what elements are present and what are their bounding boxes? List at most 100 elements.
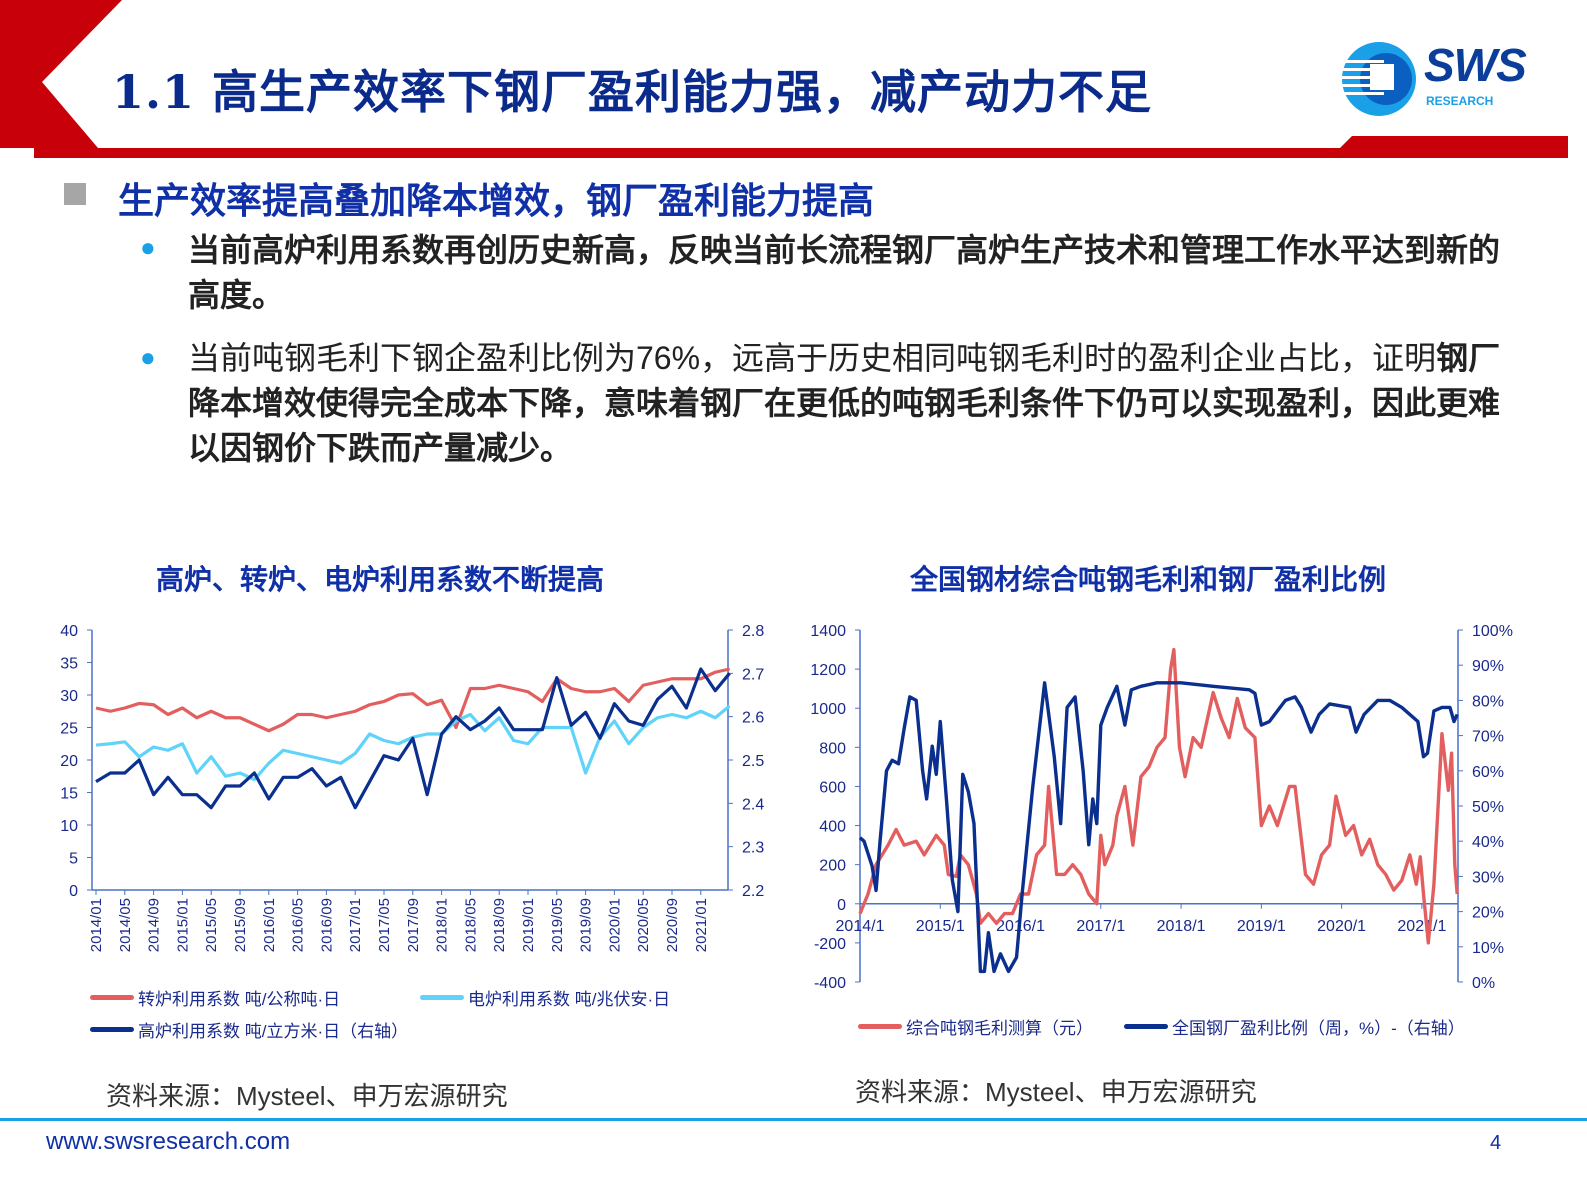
y-tick-label: 35	[60, 656, 78, 673]
x-tick-label: 2014/01	[88, 898, 105, 952]
x-tick-label: 2014/1	[836, 918, 885, 935]
legend-label: 转炉利用系数 吨/公称吨·日	[138, 990, 341, 1009]
y2-tick-label: 100%	[1472, 623, 1513, 640]
bullet-2-text-plain: 当前吨钢毛利下钢企盈利比例为76%，远高于历史相同吨钢毛利时的盈利企业占比，证明	[188, 340, 1437, 376]
y2-tick-label: 2.4	[742, 796, 764, 813]
y-tick-label: -200	[814, 936, 846, 953]
bullet-2-text-bold: 钢厂降本增效使得完全成本下降，意味着钢厂在更低的吨钢毛利条件下仍可以实现盈利，因…	[188, 340, 1501, 466]
y2-tick-label: 30%	[1472, 869, 1504, 886]
legend-swatch	[858, 1024, 902, 1029]
legend-item-ratio: 全国钢厂盈利比例（周，%）-（右轴）	[1124, 1014, 1465, 1039]
x-tick-label: 2015/1	[916, 918, 965, 935]
legend-item-blast-furnace: 高炉利用系数 吨/立方米·日（右轴）	[90, 1017, 408, 1042]
y2-tick-label: 2.6	[742, 710, 764, 727]
x-tick-label: 2019/05	[549, 898, 566, 952]
bullet-1-text: 当前高炉利用系数再创历史新高，反映当前长流程钢厂高炉生产技术和管理工作水平达到新…	[188, 232, 1501, 313]
y-tick-label: 20	[60, 753, 78, 770]
y-tick-label: 40	[60, 623, 78, 640]
y2-tick-label: 2.8	[742, 623, 764, 640]
x-tick-label: 2016/01	[261, 898, 278, 952]
header-banner	[0, 0, 1568, 158]
y-tick-label: 1400	[810, 623, 846, 640]
y2-tick-label: 10%	[1472, 940, 1504, 957]
x-tick-label: 2018/01	[434, 898, 451, 952]
legend-label: 综合吨钢毛利测算（元）	[906, 1019, 1093, 1038]
x-tick-label: 2017/01	[347, 898, 364, 952]
y-tick-label: -400	[814, 975, 846, 992]
y-tick-label: 1200	[810, 662, 846, 679]
y2-tick-label: 80%	[1472, 693, 1504, 710]
y2-tick-label: 70%	[1472, 729, 1504, 746]
y-tick-label: 5	[69, 851, 78, 868]
x-tick-label: 2021/01	[693, 898, 710, 952]
series-line-0	[95, 667, 730, 733]
bullet-dot-icon: ●	[140, 232, 156, 262]
legend-swatch	[90, 1027, 134, 1032]
x-tick-label: 2020/09	[664, 898, 681, 952]
x-tick-label: 2016/09	[318, 898, 335, 952]
y-tick-label: 0	[837, 897, 846, 914]
y-tick-label: 25	[60, 721, 78, 738]
legend-swatch	[90, 995, 134, 1000]
square-bullet-icon	[64, 183, 86, 205]
y2-tick-label: 2.7	[742, 666, 764, 683]
section-heading: 生产效率提高叠加降本增效，钢厂盈利能力提高	[118, 180, 875, 221]
y-tick-label: 800	[819, 740, 846, 757]
y-tick-label: 600	[819, 779, 846, 796]
x-tick-label: 2018/09	[491, 898, 508, 952]
series-line-2	[95, 667, 731, 810]
x-tick-label: 2017/05	[376, 898, 393, 952]
red-chevron-shape	[0, 0, 122, 148]
x-tick-label: 2016/05	[290, 898, 307, 952]
y2-tick-label: 2.5	[742, 753, 764, 770]
chart1-source: 资料来源：Mysteel、申万宏源研究	[106, 1081, 508, 1111]
bullet-dot-icon: ●	[140, 342, 156, 372]
sws-logo-icon	[1342, 42, 1416, 116]
x-tick-label: 2015/09	[232, 898, 249, 952]
x-tick-label: 2017/1	[1076, 918, 1125, 935]
x-tick-label: 2020/1	[1317, 918, 1366, 935]
bullet-paragraph-2: 当前吨钢毛利下钢企盈利比例为76%，远高于历史相同吨钢毛利时的盈利企业占比，证明…	[188, 336, 1528, 471]
page-number: 4	[1490, 1132, 1502, 1154]
logo-text: SWS	[1424, 39, 1527, 91]
y-tick-label: 400	[819, 819, 846, 836]
x-tick-label: 2020/01	[606, 898, 623, 952]
y2-tick-label: 20%	[1472, 905, 1504, 922]
x-tick-label: 2017/09	[405, 898, 422, 952]
chart1-utilization: 0 5 10 15 20 25 30 35 40 2.2 2.3 2.4 2.5 2.6 2.7 2.8 201…	[60, 623, 764, 952]
chart2-title: 全国钢材综合吨钢毛利和钢厂盈利比例	[910, 564, 1387, 595]
legend-item-eaf: 电炉利用系数 吨/兆伏安·日	[420, 985, 670, 1010]
x-tick-label: 2015/05	[203, 898, 220, 952]
x-tick-label: 2021/1	[1397, 918, 1446, 935]
legend-item-converter: 转炉利用系数 吨/公称吨·日	[90, 985, 340, 1010]
x-tick-label: 2019/01	[520, 898, 537, 952]
legend-swatch	[420, 995, 464, 1000]
chart1-title: 高炉、转炉、电炉利用系数不断提高	[156, 564, 605, 595]
x-tick-label: 2019/1	[1237, 918, 1286, 935]
logo-subtext: RESEARCH	[1426, 94, 1494, 108]
y-tick-label: 10	[60, 818, 78, 835]
footer-url-link[interactable]: www.swsresearch.com	[46, 1128, 291, 1155]
x-tick-label: 2014/09	[146, 898, 163, 952]
y2-tick-label: 60%	[1472, 764, 1504, 781]
legend-label: 高炉利用系数 吨/立方米·日（右轴）	[138, 1022, 409, 1041]
chart2-profit: -400 -200 0 200 400 600 800 1000 1200 1400 0% 10% 20…	[810, 623, 1513, 992]
y-tick-label: 30	[60, 688, 78, 705]
legend-swatch	[1124, 1024, 1168, 1029]
y2-tick-label: 40%	[1472, 834, 1504, 851]
series-line-0	[858, 647, 1459, 945]
y-tick-label: 1000	[810, 701, 846, 718]
legend-label: 电炉利用系数 吨/兆伏安·日	[468, 990, 671, 1009]
red-underline-bar	[34, 136, 1568, 158]
legend-label: 全国钢厂盈利比例（周，%）-（右轴）	[1172, 1019, 1465, 1038]
y-tick-label: 0	[69, 883, 78, 900]
bullet-paragraph-1: 当前高炉利用系数再创历史新高，反映当前长流程钢厂高炉生产技术和管理工作水平达到新…	[188, 228, 1528, 318]
x-tick-label: 2019/09	[578, 898, 595, 952]
x-tick-label: 2020/05	[635, 898, 652, 952]
x-tick-label: 2015/01	[174, 898, 191, 952]
series-line-1	[858, 681, 1459, 974]
y2-tick-label: 2.2	[742, 883, 764, 900]
x-tick-label: 2018/05	[462, 898, 479, 952]
y2-tick-label: 2.3	[742, 840, 764, 857]
y-tick-label: 200	[819, 858, 846, 875]
